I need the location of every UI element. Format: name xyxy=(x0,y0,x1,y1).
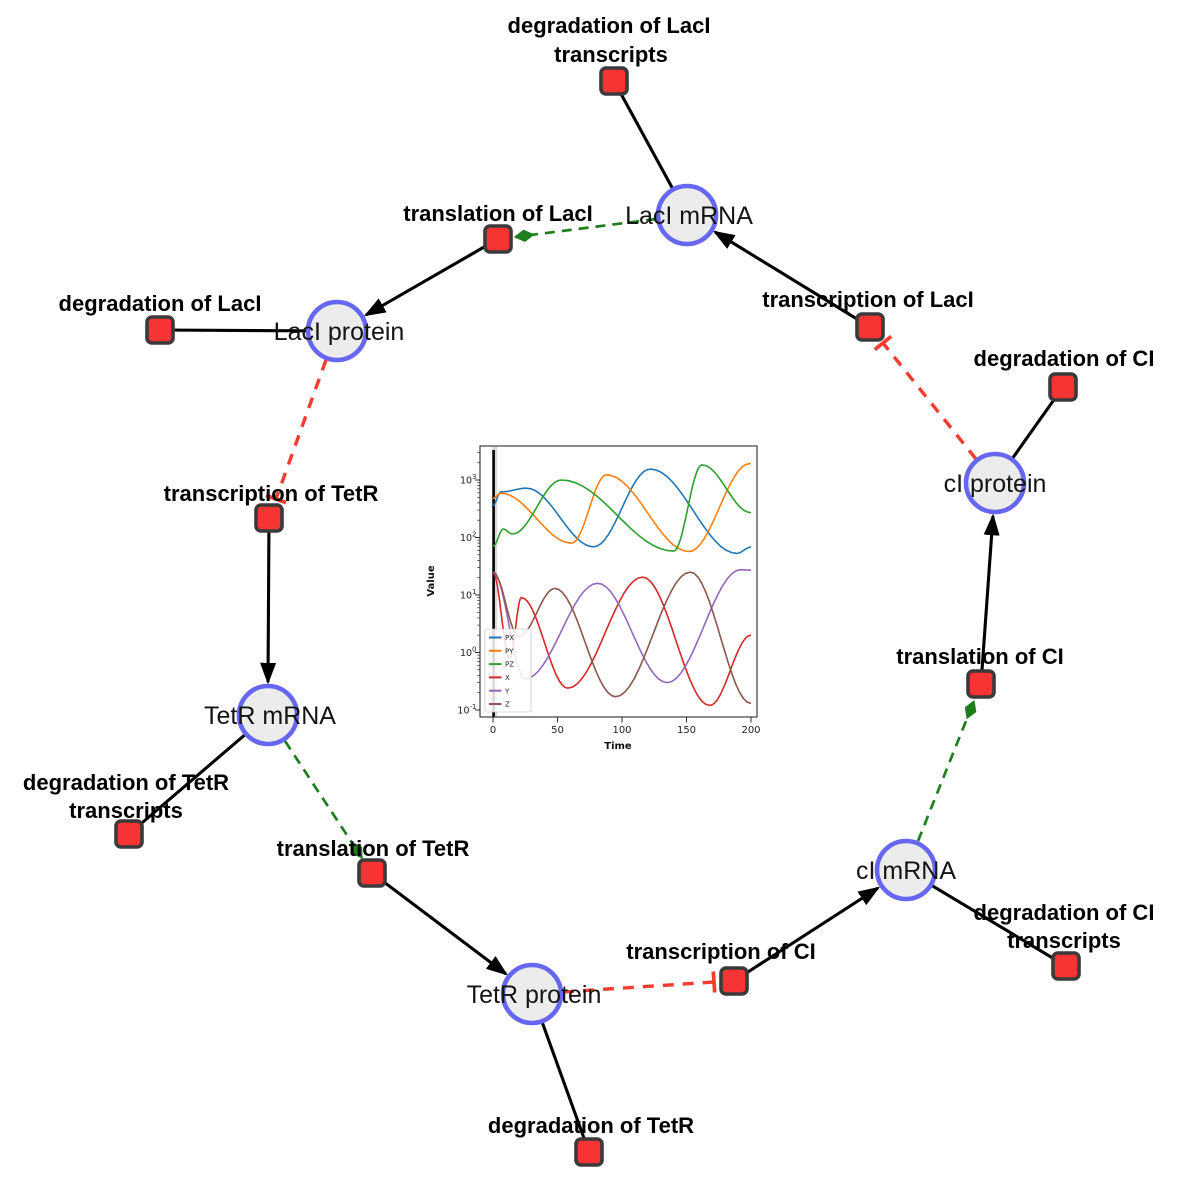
y-tick-label: 103 xyxy=(460,473,477,487)
label-translation-tetr: translation of TetR xyxy=(277,836,470,861)
plot-border xyxy=(479,445,758,718)
y-axis-label: Value xyxy=(426,565,437,596)
legend-label-PZ: PZ xyxy=(505,661,514,669)
x-tick-0: 0 xyxy=(490,725,496,736)
edge-tetr-protein-inhibits-transcription-ci xyxy=(562,971,717,994)
edge-transcription-ci-to-ci-mrna xyxy=(733,886,881,983)
species-labels: LacI mRNA LacI protein TetR mRNA TetR pr… xyxy=(204,202,1046,1009)
node-transcription-tetr xyxy=(254,503,284,533)
label-transcription-laci: transcription of LacI xyxy=(762,287,973,312)
label-transcription-tetr: transcription of TetR xyxy=(164,481,379,506)
edge-transcription-tetr-to-tetr-mrna xyxy=(260,517,277,685)
label-degradation-tetr-transcripts-2: transcripts xyxy=(69,798,183,823)
legend-label-PX: PX xyxy=(505,634,514,642)
node-degradation-laci xyxy=(145,315,175,345)
label-degradation-ci: degradation of CI xyxy=(974,346,1155,371)
label-degradation-ci-transcripts-2: transcripts xyxy=(1007,928,1121,953)
edge-laci-mrna-modifies-translation xyxy=(513,217,657,242)
chart-legend: PX PY PZ XYZ xyxy=(484,628,532,713)
inset-chart: 0 50 100 150 200 10-1 100 101 102 103 Time V… xyxy=(426,445,761,752)
x-tick-labels: 0 50 100 150 200 xyxy=(490,725,761,736)
reaction-nodes xyxy=(114,66,1081,1167)
series-PY-line xyxy=(492,462,752,553)
x-tick-200: 200 xyxy=(741,725,760,736)
node-translation-ci xyxy=(966,669,996,699)
label-laci-mrna: LacI mRNA xyxy=(625,202,753,230)
series-PX-line xyxy=(492,468,752,555)
node-transcription-laci xyxy=(855,312,885,342)
label-degradation-ci-transcripts-1: degradation of CI xyxy=(974,900,1155,925)
label-translation-laci: translation of LacI xyxy=(403,201,592,226)
edge-transcription-laci-to-laci-mrna xyxy=(712,230,871,329)
edge-translation-ci-to-ci-protein xyxy=(979,513,1000,685)
label-translation-ci: translation of CI xyxy=(896,644,1063,669)
axis-ticks xyxy=(475,452,752,723)
label-degradation-laci-transcripts-1: degradation of LacI xyxy=(508,13,711,38)
node-laci-protein xyxy=(305,299,369,363)
x-tick-50: 50 xyxy=(551,725,564,736)
reaction-labels: degradation of LacI transcripts translat… xyxy=(23,13,1155,1138)
label-degradation-tetr-transcripts-1: degradation of TetR xyxy=(23,770,229,795)
label-transcription-ci: transcription of CI xyxy=(626,939,815,964)
node-degradation-tetr xyxy=(574,1137,604,1167)
node-degradation-ci-transcripts xyxy=(1051,951,1081,981)
y-tick-label: 10-1 xyxy=(457,703,476,717)
y-tick-label: 100 xyxy=(460,646,477,660)
x-axis-label: Time xyxy=(604,741,632,752)
y-tick-label: 101 xyxy=(460,588,477,602)
label-laci-protein: LacI protein xyxy=(274,318,405,346)
node-tetr-mrna xyxy=(236,683,300,747)
edge-tetr-mrna-modifies-translation xyxy=(283,740,364,859)
label-ci-mrna: cI mRNA xyxy=(856,857,956,885)
x-tick-100: 100 xyxy=(612,725,631,736)
edge-ci-protein-inhibits-transcription-laci xyxy=(873,334,978,461)
node-laci-mrna xyxy=(655,183,719,247)
node-translation-tetr xyxy=(357,858,387,888)
label-ci-protein: cI protein xyxy=(944,470,1047,498)
node-tetr-protein xyxy=(500,962,564,1026)
node-ci-mrna xyxy=(874,838,938,902)
label-tetr-mrna: TetR mRNA xyxy=(204,702,336,730)
label-tetr-protein: TetR protein xyxy=(467,981,602,1009)
y-tick-labels: 10-1 100 101 102 103 xyxy=(457,473,476,717)
legend-label-PY: PY xyxy=(505,647,514,655)
label-degradation-laci: degradation of LacI xyxy=(59,291,262,316)
series-PZ-line xyxy=(492,464,752,552)
node-ci-protein xyxy=(963,451,1027,515)
edge-laci-protein-inhibits-transcription-tetr xyxy=(265,359,328,505)
species-nodes xyxy=(236,183,1027,1026)
label-degradation-tetr: degradation of TetR xyxy=(488,1113,694,1138)
x-tick-150: 150 xyxy=(677,725,696,736)
node-translation-laci xyxy=(483,224,513,254)
legend-label-Y: Y xyxy=(504,687,510,695)
legend-label-X: X xyxy=(505,674,510,682)
edge-ci-mrna-modifies-translation xyxy=(916,699,977,842)
legend-label-Z: Z xyxy=(505,701,510,709)
y-tick-label: 102 xyxy=(460,531,477,545)
edge-translation-tetr-to-tetr-protein xyxy=(371,871,508,976)
node-degradation-laci-transcripts xyxy=(599,66,629,96)
label-degradation-laci-transcripts-2: transcripts xyxy=(554,42,668,67)
node-transcription-ci xyxy=(719,966,749,996)
edge-translation-laci-to-laci-protein xyxy=(363,237,499,317)
node-degradation-ci xyxy=(1048,372,1078,402)
node-degradation-tetr-transcripts xyxy=(114,819,144,849)
